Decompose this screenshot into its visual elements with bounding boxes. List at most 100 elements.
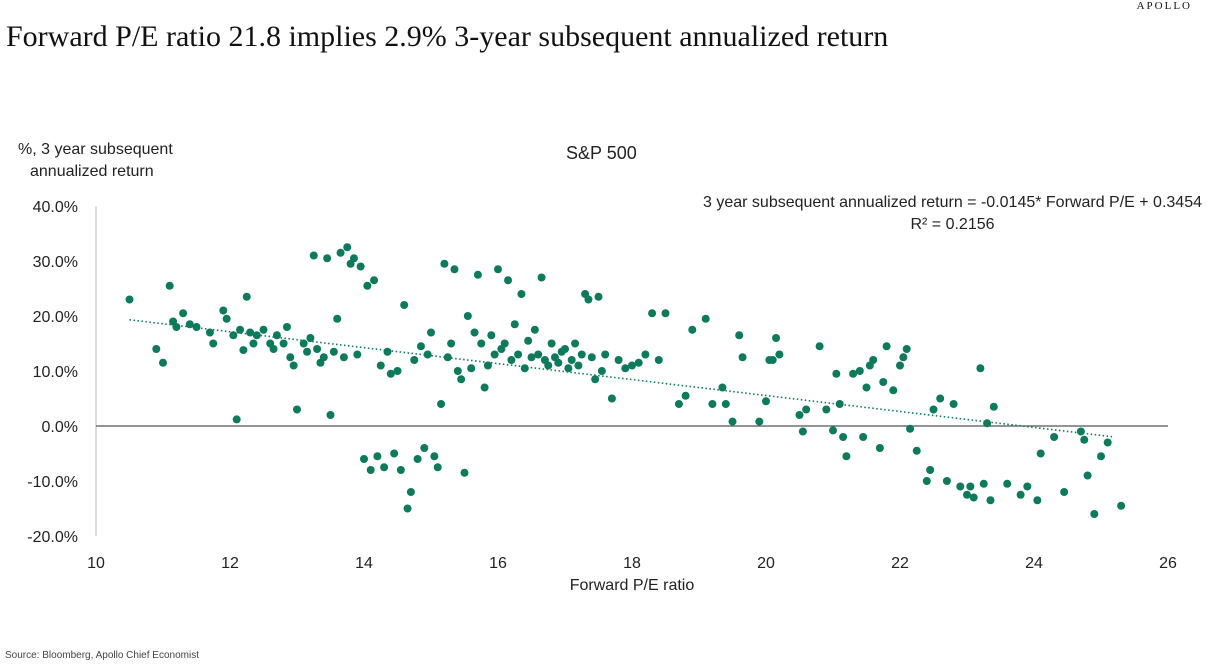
- data-point: [420, 444, 429, 452]
- data-point: [299, 339, 308, 348]
- y-tick-label: 0.0%: [42, 419, 78, 436]
- data-point: [701, 314, 710, 323]
- data-point: [842, 452, 851, 461]
- data-point: [249, 339, 258, 348]
- data-point: [259, 325, 268, 334]
- data-point: [370, 276, 379, 285]
- data-point: [386, 369, 395, 378]
- data-point: [272, 331, 281, 340]
- data-point: [373, 452, 382, 461]
- data-point: [507, 356, 516, 364]
- data-point: [309, 251, 318, 260]
- data-point: [349, 254, 358, 263]
- data-point: [899, 353, 908, 362]
- data-point: [849, 369, 858, 378]
- data-point: [500, 339, 509, 348]
- data-point: [1117, 501, 1126, 510]
- data-points: [125, 243, 1126, 518]
- data-point: [735, 331, 744, 340]
- data-point: [477, 339, 486, 348]
- data-point: [356, 262, 365, 271]
- data-point: [1036, 449, 1045, 458]
- data-point: [229, 331, 238, 340]
- data-point: [875, 444, 884, 452]
- data-point: [232, 415, 241, 424]
- data-point: [544, 361, 553, 370]
- data-point: [430, 452, 439, 461]
- data-point: [393, 367, 402, 375]
- data-point: [447, 339, 456, 348]
- data-point: [504, 276, 513, 285]
- data-point: [768, 356, 777, 364]
- data-point: [661, 309, 670, 318]
- data-point: [406, 488, 415, 496]
- data-point: [252, 331, 261, 340]
- data-point: [293, 405, 301, 414]
- x-tick-label: 14: [355, 555, 373, 572]
- data-point: [520, 364, 529, 373]
- x-tick-label: 24: [1025, 555, 1043, 572]
- chart-title: S&P 500: [566, 143, 637, 163]
- data-point: [453, 367, 462, 375]
- data-point: [738, 353, 747, 362]
- data-point: [313, 345, 322, 353]
- data-point: [648, 309, 657, 318]
- data-point: [396, 466, 405, 474]
- data-point: [390, 449, 399, 458]
- data-point: [333, 314, 342, 323]
- data-point: [772, 334, 781, 342]
- x-tick-label: 22: [891, 555, 909, 572]
- data-point: [571, 339, 580, 348]
- r-squared: R² = 0.2156: [910, 216, 995, 233]
- data-point: [360, 455, 368, 463]
- data-point: [460, 468, 469, 477]
- data-point: [443, 353, 452, 362]
- data-point: [641, 350, 650, 359]
- data-point: [879, 378, 888, 386]
- data-point: [473, 270, 482, 279]
- data-point: [728, 417, 737, 426]
- data-point: [969, 493, 978, 502]
- data-point: [457, 375, 466, 384]
- data-point: [912, 446, 921, 455]
- data-point: [889, 386, 898, 395]
- data-point: [775, 350, 784, 359]
- data-point: [185, 320, 194, 329]
- data-point: [1076, 427, 1085, 436]
- data-point: [286, 353, 295, 362]
- y-tick-label: -10.0%: [27, 474, 78, 491]
- data-point: [152, 345, 161, 353]
- data-point: [654, 356, 663, 364]
- data-point: [942, 477, 951, 485]
- y-axis-label: %, 3 year subsequent annualized return: [18, 139, 173, 183]
- y-tick-label: 40.0%: [33, 199, 78, 216]
- y-tick-label: 10.0%: [33, 364, 78, 381]
- data-point: [862, 383, 871, 392]
- data-point: [815, 342, 824, 351]
- data-point: [366, 466, 375, 474]
- data-point: [835, 400, 844, 408]
- data-point: [380, 463, 389, 472]
- data-point: [329, 347, 338, 356]
- data-point: [906, 424, 915, 433]
- data-point: [554, 358, 563, 367]
- data-point: [902, 345, 911, 353]
- data-point: [1090, 510, 1099, 518]
- data-point: [433, 463, 442, 472]
- data-point: [822, 405, 831, 414]
- data-point: [1060, 488, 1069, 496]
- data-point: [621, 364, 630, 373]
- x-tick-label: 10: [87, 555, 105, 572]
- y-axis-label-line2: annualized return: [30, 163, 154, 180]
- data-point: [966, 482, 975, 491]
- data-point: [798, 427, 807, 436]
- x-tick-label: 26: [1159, 555, 1177, 572]
- data-point: [339, 353, 348, 362]
- data-point: [423, 350, 432, 359]
- data-point: [577, 350, 586, 359]
- x-tick-label: 20: [757, 555, 775, 572]
- data-point: [926, 466, 935, 474]
- data-point: [896, 361, 904, 370]
- data-point: [929, 405, 938, 414]
